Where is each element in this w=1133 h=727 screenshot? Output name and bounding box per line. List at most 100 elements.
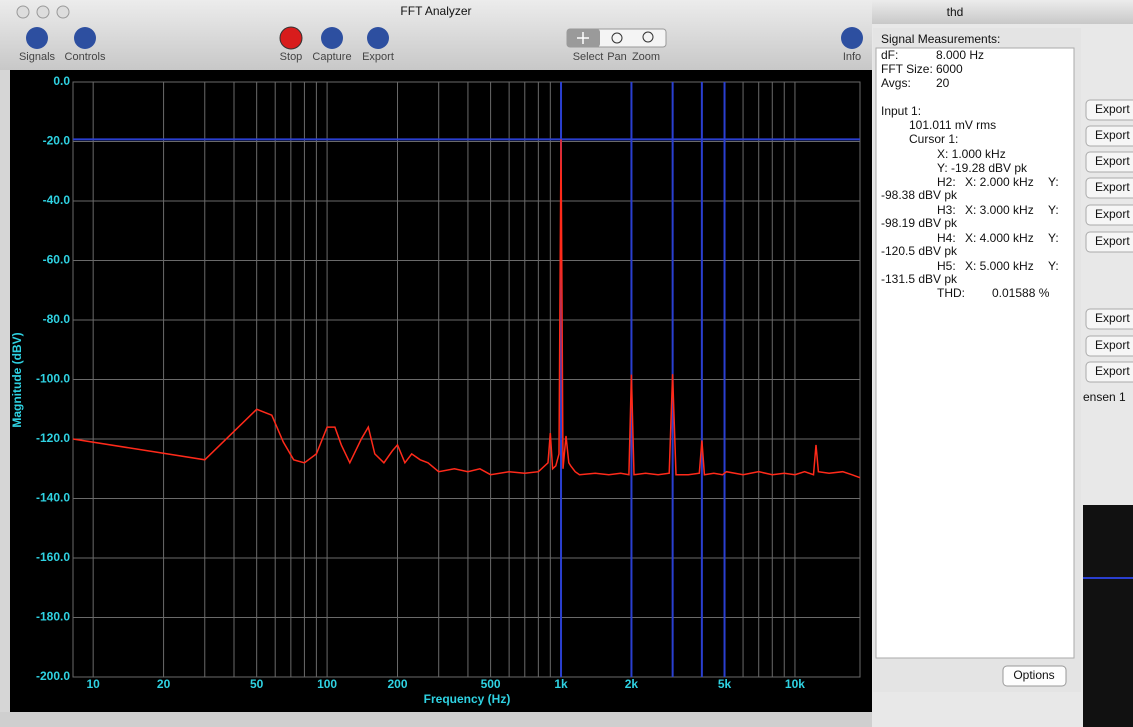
toolbar-label[interactable]: Export <box>362 51 394 63</box>
x-tick-label: 10 <box>86 677 100 691</box>
status-bar <box>0 712 872 727</box>
export-label[interactable]: Export <box>1095 234 1130 248</box>
x-tick-label: 50 <box>250 677 264 691</box>
export-label[interactable]: Export <box>1095 364 1130 378</box>
toolbar <box>0 0 872 70</box>
export-button[interactable] <box>1085 204 1133 226</box>
y-tick-label: -160.0 <box>36 550 70 564</box>
measure-text: -98.19 dBV pk <box>881 216 958 230</box>
measure-text: Y: <box>1048 203 1059 217</box>
info-icon[interactable] <box>841 27 863 49</box>
measure-text: X: 3.000 kHz <box>965 203 1034 217</box>
bg-titlebar <box>872 0 1133 24</box>
measure-text: -131.5 dBV pk <box>881 272 958 286</box>
measure-text: dF: <box>881 48 898 62</box>
bg-fragment: ensen 1 <box>1083 390 1126 404</box>
plot-frame <box>72 81 861 678</box>
y-tick-label: -20.0 <box>43 134 71 148</box>
export-button[interactable] <box>1085 361 1133 383</box>
measure-text: X: 2.000 kHz <box>965 175 1034 189</box>
measure-text: H2: <box>937 175 956 189</box>
measure-text: -98.38 dBV pk <box>881 188 958 202</box>
measure-text: 0.01588 % <box>992 286 1050 300</box>
y-axis-label: Magnitude (dBV) <box>10 332 24 427</box>
measure-text: Cursor 1: <box>909 132 958 146</box>
measure-text: Y: -19.28 dBV pk <box>937 161 1028 175</box>
y-tick-label: -140.0 <box>36 491 70 505</box>
export-button[interactable] <box>1085 151 1133 173</box>
toolbar-label[interactable]: Signals <box>19 51 56 63</box>
zoom-button[interactable] <box>56 5 70 19</box>
export-button[interactable] <box>1085 231 1133 253</box>
export-label[interactable]: Export <box>1095 180 1130 194</box>
export-icon[interactable] <box>367 27 389 49</box>
measure-text: 101.011 mV rms <box>909 118 996 132</box>
x-tick-label: 5k <box>718 677 732 691</box>
controls-icon[interactable] <box>74 27 96 49</box>
spectrum-line <box>72 139 861 479</box>
measure-text: Input 1: <box>881 104 921 118</box>
measure-title: Signal Measurements: <box>881 32 1000 46</box>
toolbar-label[interactable]: Capture <box>312 51 351 63</box>
x-tick-label: 1k <box>554 677 568 691</box>
bg-plot <box>1083 505 1133 727</box>
measure-text: H5: <box>937 259 956 273</box>
capture-icon[interactable] <box>321 27 343 49</box>
y-tick-label: -40.0 <box>43 193 71 207</box>
y-tick-label: -180.0 <box>36 610 70 624</box>
minimize-button[interactable] <box>36 5 50 19</box>
measure-text: 6000 <box>936 62 963 76</box>
options-button[interactable] <box>1002 665 1067 687</box>
export-button[interactable] <box>1085 99 1133 121</box>
measure-text: 8.000 Hz <box>936 48 984 62</box>
measure-text: Y: <box>1048 175 1059 189</box>
measure-text: Avgs: <box>881 76 911 90</box>
window-title: FFT Analyzer <box>400 4 471 18</box>
options-label[interactable]: Options <box>1013 668 1054 682</box>
plot-background <box>10 70 872 712</box>
export-button[interactable] <box>1085 308 1133 330</box>
measure-text: -120.5 dBV pk <box>881 244 958 258</box>
y-tick-label: 0.0 <box>53 74 70 88</box>
export-label[interactable]: Export <box>1095 102 1130 116</box>
bg-title: thd <box>947 5 964 19</box>
toolbar-label[interactable]: Select <box>573 51 604 63</box>
export-label[interactable]: Export <box>1095 338 1130 352</box>
export-label[interactable]: Export <box>1095 311 1130 325</box>
measure-text: X: 4.000 kHz <box>965 231 1034 245</box>
x-tick-label: 20 <box>157 677 171 691</box>
toolbar-label[interactable]: Info <box>843 51 861 63</box>
measure-text: X: 1.000 kHz <box>937 147 1006 161</box>
toolbar-label[interactable]: Controls <box>65 51 106 63</box>
pan-icon[interactable] <box>611 32 623 44</box>
export-label[interactable]: Export <box>1095 207 1130 221</box>
export-label[interactable]: Export <box>1095 154 1130 168</box>
y-tick-label: -80.0 <box>43 312 71 326</box>
measure-text: FFT Size: <box>881 62 933 76</box>
x-axis-label: Frequency (Hz) <box>424 692 511 706</box>
x-tick-label: 500 <box>481 677 501 691</box>
zoom-icon[interactable] <box>642 31 654 43</box>
stop-icon[interactable] <box>279 26 303 50</box>
export-button[interactable] <box>1085 125 1133 147</box>
toolbar-label[interactable]: Pan <box>607 51 627 63</box>
x-tick-label: 200 <box>387 677 407 691</box>
close-button[interactable] <box>16 5 30 19</box>
toolbar-label[interactable]: Stop <box>280 51 303 63</box>
measure-text: Y: <box>1048 231 1059 245</box>
measure-text: 20 <box>936 76 950 90</box>
y-tick-label: -200.0 <box>36 669 70 683</box>
x-tick-label: 10k <box>785 677 805 691</box>
signals-icon[interactable] <box>26 27 48 49</box>
measure-text: Y: <box>1048 259 1059 273</box>
y-tick-label: -60.0 <box>43 253 71 267</box>
y-tick-label: -120.0 <box>36 431 70 445</box>
export-button[interactable] <box>1085 177 1133 199</box>
x-tick-label: 2k <box>625 677 639 691</box>
toolbar-label[interactable]: Zoom <box>632 51 660 63</box>
measure-text: X: 5.000 kHz <box>965 259 1034 273</box>
export-button[interactable] <box>1085 335 1133 357</box>
export-label[interactable]: Export <box>1095 128 1130 142</box>
